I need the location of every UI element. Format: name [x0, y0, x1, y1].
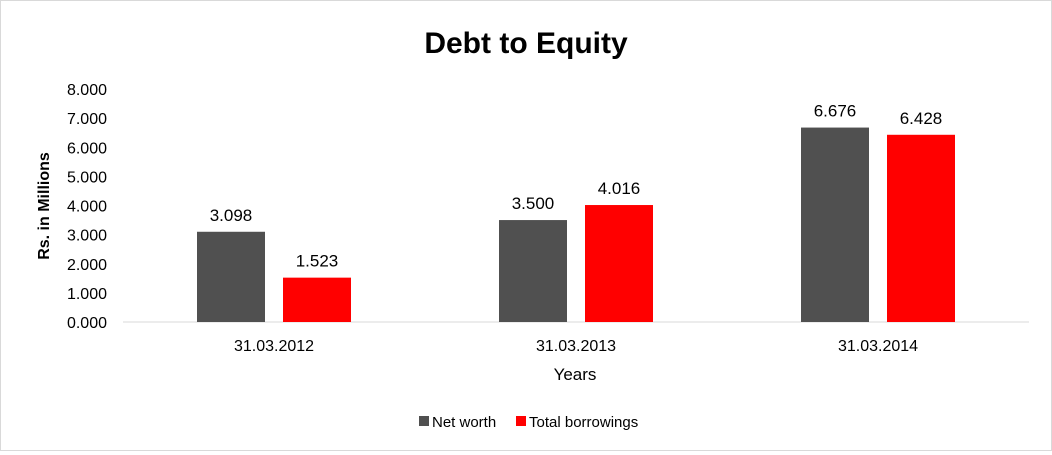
legend-label: Total borrowings [529, 414, 638, 431]
y-axis-title: Rs. in Millions [36, 152, 53, 260]
legend: Net worth Total borrowings [419, 414, 638, 431]
bar-total-borrowings [585, 205, 653, 322]
y-tick-label: 0.000 [67, 315, 107, 332]
chart-title: Debt to Equity [424, 27, 628, 60]
y-tick-label: 3.000 [67, 228, 107, 245]
bar-net-worth [197, 231, 265, 322]
data-label: 6.676 [814, 102, 857, 121]
bar-net-worth [499, 220, 567, 322]
x-tick-label: 31.03.2012 [234, 338, 314, 355]
x-tick-label: 31.03.2014 [838, 338, 918, 355]
x-axis-title: Years [554, 365, 597, 384]
plot-area: 0.000 1.000 2.000 3.000 4.000 5.000 6.000 7.000… [67, 82, 1029, 355]
y-tick-label: 2.000 [67, 257, 107, 274]
legend-label: Net worth [432, 414, 496, 431]
data-label: 1.523 [296, 252, 339, 271]
bar-total-borrowings [887, 134, 955, 322]
data-label: 3.098 [210, 206, 253, 225]
y-tick-label: 4.000 [67, 199, 107, 216]
legend-swatch [419, 416, 429, 426]
y-tick-label: 5.000 [67, 169, 107, 186]
y-tick-label: 1.000 [67, 286, 107, 303]
bar-net-worth [801, 127, 869, 323]
x-tick-label: 31.03.2013 [536, 338, 616, 355]
data-label: 6.428 [900, 109, 943, 128]
legend-swatch [516, 416, 526, 426]
y-tick-label: 8.000 [67, 82, 107, 99]
y-tick-label: 6.000 [67, 140, 107, 157]
bar-total-borrowings [283, 277, 351, 322]
data-label: 3.500 [512, 194, 555, 213]
data-label: 4.016 [598, 179, 641, 198]
y-tick-label: 7.000 [67, 111, 107, 128]
